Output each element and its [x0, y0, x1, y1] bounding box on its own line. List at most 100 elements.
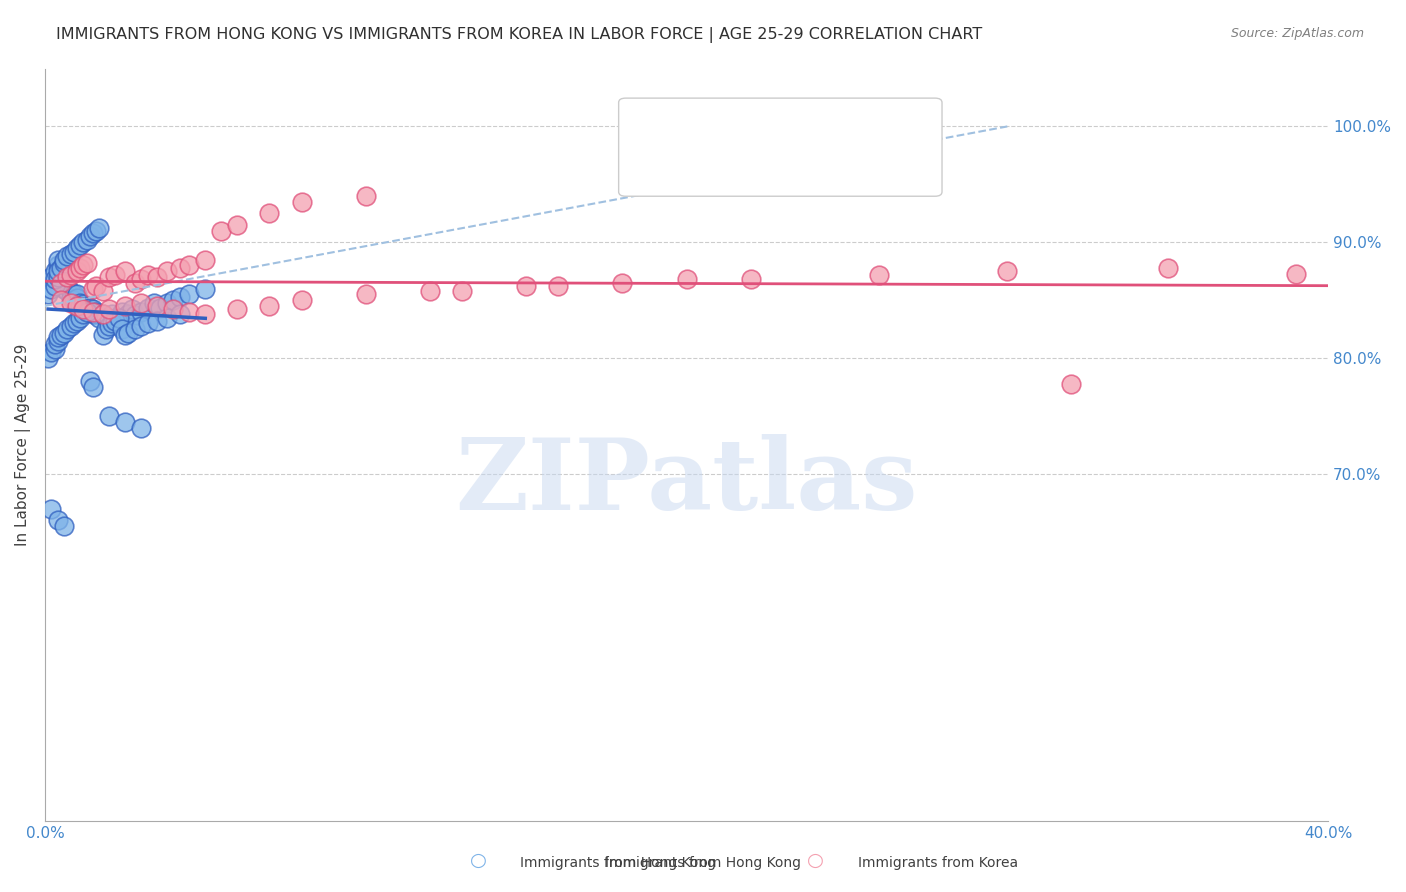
- Point: [94, 310, 117, 325]
- Point: [104, 314, 127, 328]
- Text: IMMIGRANTS FROM HONG KONG VS IMMIGRANTS FROM KOREA IN LABOR FORCE | AGE 25-29 CO: IMMIGRANTS FROM HONG KONG VS IMMIGRANTS …: [56, 27, 983, 43]
- Point: [354, 287, 377, 301]
- Point: [104, 268, 127, 282]
- Point: [66, 299, 89, 313]
- Text: Immigrants from Hong Kong: Immigrants from Hong Kong: [520, 855, 716, 870]
- Point: [117, 326, 139, 340]
- Point: [82, 305, 104, 319]
- Point: [76, 305, 98, 319]
- Point: [129, 272, 152, 286]
- Point: [136, 268, 159, 282]
- Point: [44, 264, 66, 278]
- Point: [44, 342, 66, 356]
- Point: [59, 295, 82, 310]
- Point: [62, 287, 84, 301]
- Point: [44, 279, 66, 293]
- Point: [129, 295, 152, 310]
- Point: [69, 299, 91, 313]
- Point: [46, 270, 69, 285]
- Point: [1157, 260, 1180, 275]
- Point: [72, 296, 94, 310]
- Point: [169, 307, 191, 321]
- Point: [194, 307, 217, 321]
- Point: [49, 270, 72, 285]
- Point: [82, 302, 104, 317]
- Point: [84, 224, 107, 238]
- Point: [290, 293, 312, 308]
- Point: [169, 290, 191, 304]
- Point: [49, 276, 72, 290]
- Point: [72, 235, 94, 250]
- Point: [98, 318, 121, 333]
- Point: [56, 279, 79, 293]
- Text: Immigrants from Hong Kong: Immigrants from Hong Kong: [605, 855, 801, 870]
- Point: [162, 293, 184, 308]
- Point: [46, 259, 69, 273]
- Point: [79, 229, 101, 244]
- Point: [84, 279, 107, 293]
- Point: [107, 310, 129, 325]
- Point: [49, 293, 72, 308]
- Point: [53, 276, 76, 290]
- Text: ○: ○: [807, 851, 824, 870]
- Point: [76, 302, 98, 317]
- Point: [136, 301, 159, 316]
- Text: ZIPatlas: ZIPatlas: [456, 434, 918, 531]
- Point: [451, 284, 474, 298]
- Point: [91, 307, 114, 321]
- Point: [76, 233, 98, 247]
- Point: [194, 252, 217, 267]
- Point: [111, 305, 134, 319]
- Point: [66, 314, 89, 328]
- Point: [89, 310, 111, 325]
- Point: [226, 302, 249, 317]
- Point: [117, 307, 139, 321]
- Point: [44, 337, 66, 351]
- Text: R =  0.203    N =  55: R = 0.203 N = 55: [661, 152, 813, 166]
- Y-axis label: In Labor Force | Age 25-29: In Labor Force | Age 25-29: [15, 343, 31, 546]
- Point: [39, 282, 62, 296]
- Point: [259, 299, 281, 313]
- Point: [59, 291, 82, 305]
- Point: [79, 301, 101, 316]
- Point: [114, 264, 136, 278]
- Point: [84, 305, 107, 319]
- Point: [49, 260, 72, 275]
- Point: [66, 291, 89, 305]
- Point: [179, 287, 201, 301]
- Point: [124, 276, 146, 290]
- Point: [46, 513, 69, 527]
- Point: [72, 301, 94, 316]
- Point: [156, 295, 179, 310]
- Point: [89, 221, 111, 235]
- Point: [94, 322, 117, 336]
- Point: [98, 409, 121, 423]
- Point: [136, 317, 159, 331]
- Point: [76, 256, 98, 270]
- Point: [44, 272, 66, 286]
- Text: Immigrants from Korea: Immigrants from Korea: [858, 855, 1018, 870]
- Point: [69, 310, 91, 325]
- Point: [76, 299, 98, 313]
- Point: [419, 284, 441, 298]
- Point: [53, 256, 76, 270]
- Point: [179, 259, 201, 273]
- Point: [69, 237, 91, 252]
- Point: [72, 259, 94, 273]
- Point: [46, 264, 69, 278]
- Point: [156, 264, 179, 278]
- Point: [46, 334, 69, 348]
- Point: [39, 501, 62, 516]
- Point: [56, 249, 79, 263]
- Point: [146, 314, 169, 328]
- Point: [98, 270, 121, 285]
- Point: [82, 226, 104, 240]
- Point: [69, 260, 91, 275]
- Point: [162, 302, 184, 317]
- Point: [69, 295, 91, 310]
- Point: [82, 380, 104, 394]
- Point: [612, 276, 634, 290]
- Point: [675, 272, 697, 286]
- Point: [114, 327, 136, 342]
- Point: [169, 260, 191, 275]
